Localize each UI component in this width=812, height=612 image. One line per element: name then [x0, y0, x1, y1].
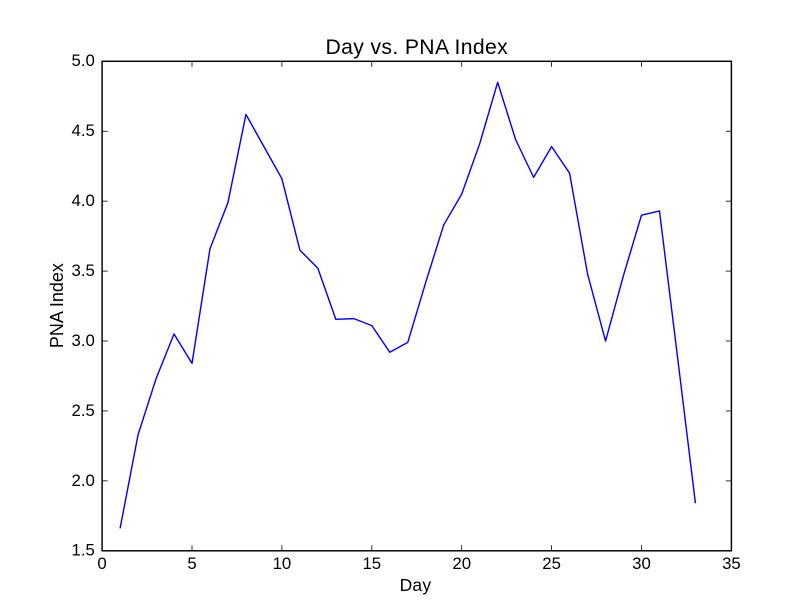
svg-text:3.5: 3.5 — [72, 261, 95, 280]
svg-text:30: 30 — [632, 554, 651, 573]
svg-text:Day vs. PNA Index: Day vs. PNA Index — [326, 36, 509, 59]
svg-text:2.5: 2.5 — [72, 401, 95, 420]
svg-text:5: 5 — [187, 554, 196, 573]
svg-text:0: 0 — [97, 554, 106, 573]
svg-text:5.0: 5.0 — [72, 51, 95, 70]
svg-text:PNA Index: PNA Index — [47, 263, 67, 348]
svg-text:Day: Day — [400, 575, 432, 595]
svg-text:3.0: 3.0 — [72, 331, 95, 350]
svg-text:10: 10 — [273, 554, 292, 573]
svg-text:4.5: 4.5 — [72, 121, 95, 140]
svg-text:2.0: 2.0 — [72, 471, 95, 490]
svg-text:4.0: 4.0 — [72, 191, 95, 210]
svg-text:25: 25 — [542, 554, 561, 573]
svg-text:1.5: 1.5 — [72, 541, 95, 560]
svg-text:35: 35 — [722, 554, 741, 573]
svg-text:15: 15 — [362, 554, 381, 573]
svg-text:20: 20 — [452, 554, 471, 573]
